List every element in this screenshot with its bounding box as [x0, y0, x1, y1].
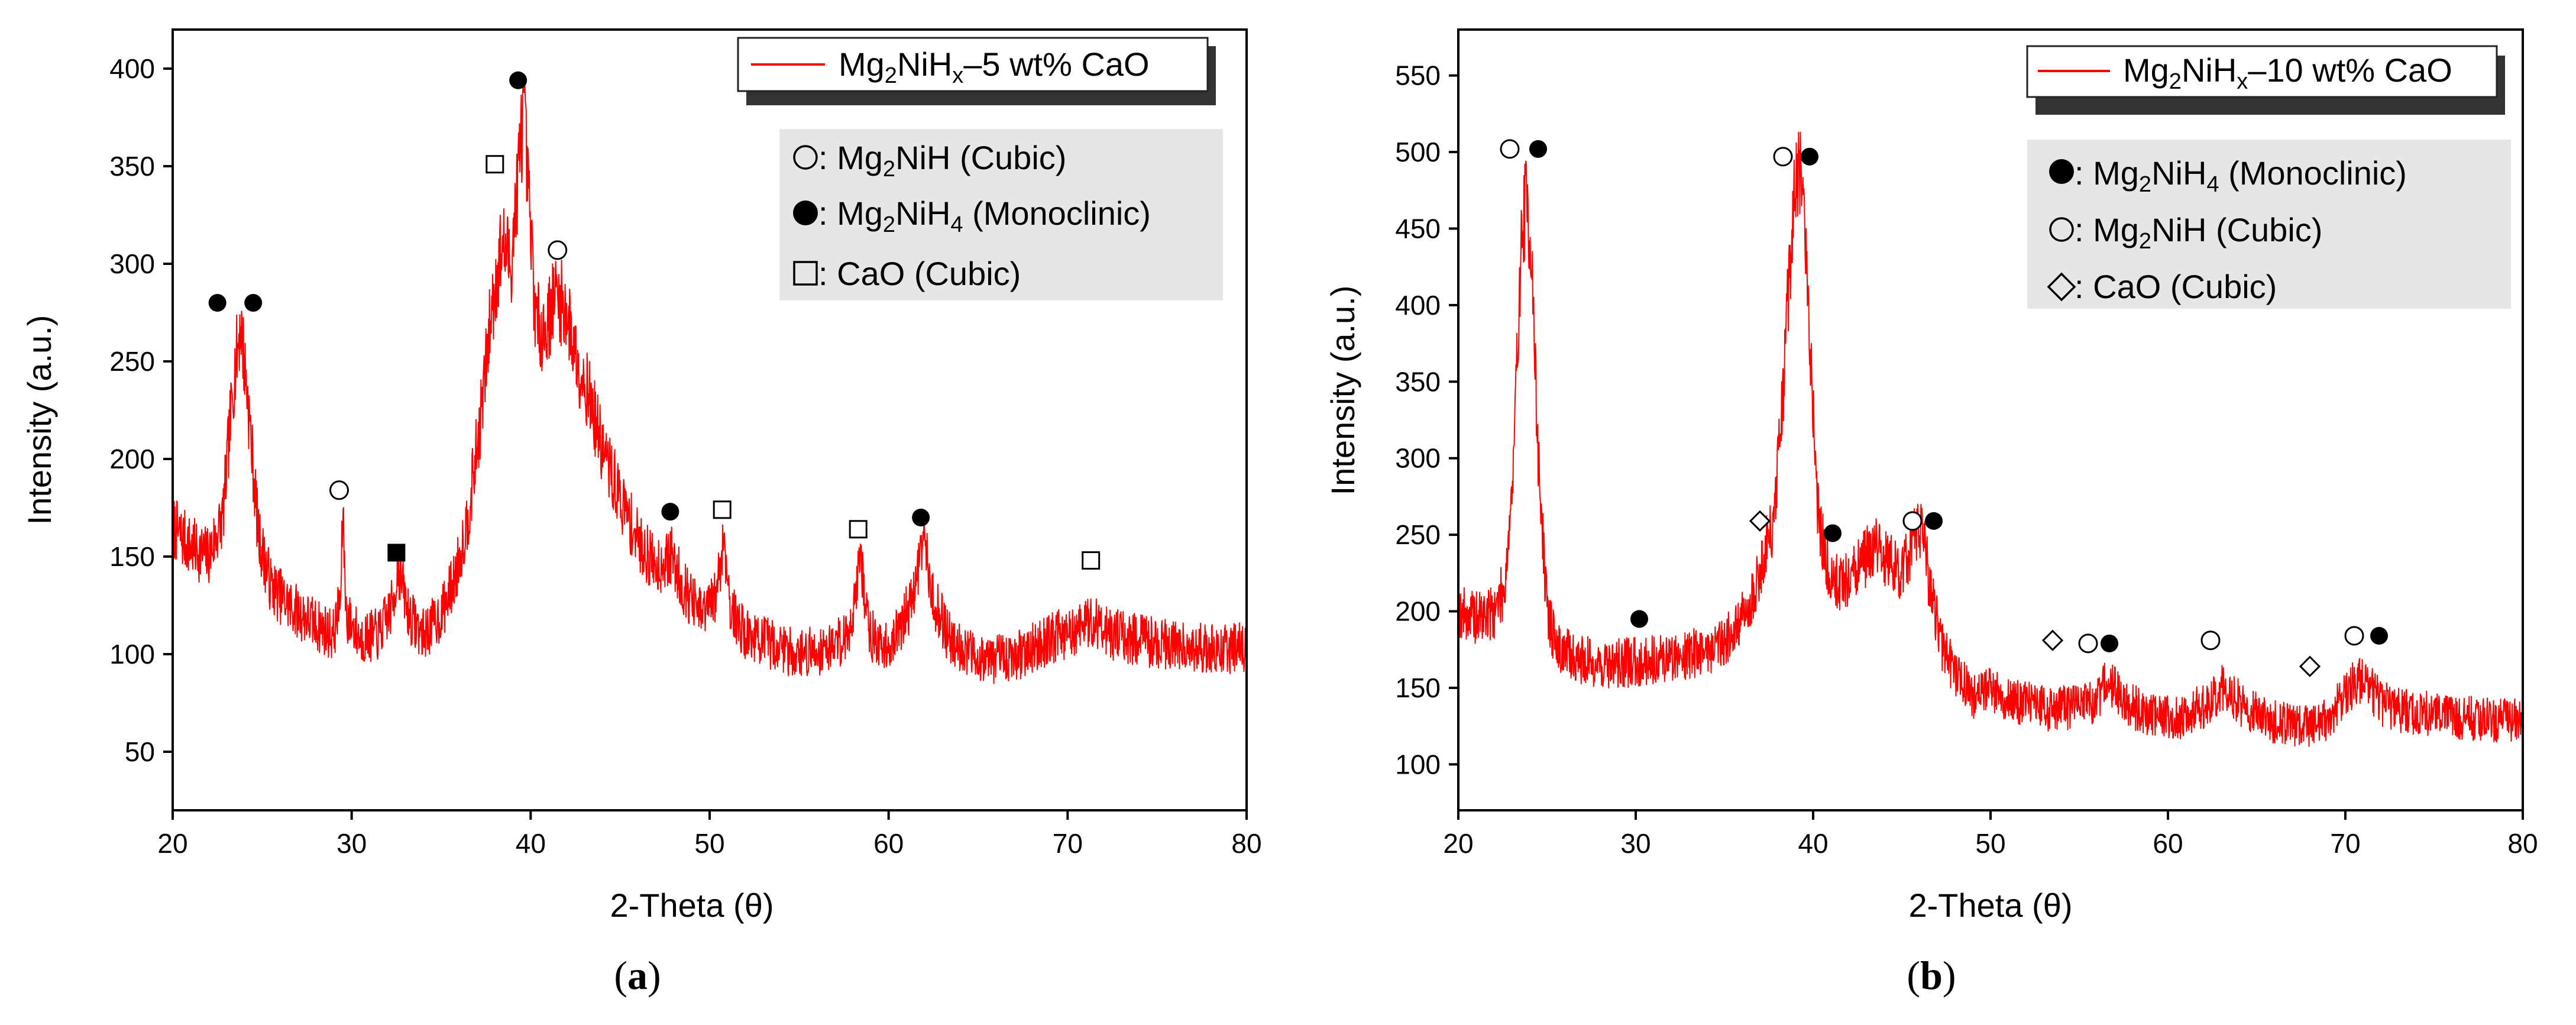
panel-b-peak-markers	[1500, 139, 2388, 677]
x-tick-label: 50	[694, 828, 724, 859]
open-diamond-marker	[2041, 629, 2064, 651]
panel-a-trace	[172, 79, 1247, 684]
filled-circle-icon	[793, 201, 818, 225]
panel-a-legend-label: Mg2NiHx–5 wt% CaO	[839, 46, 1150, 88]
open-circle-marker	[329, 480, 349, 500]
x-tick-label: 80	[1231, 828, 1261, 859]
y-tick-label: 200	[109, 444, 155, 474]
panel-b-trace	[1458, 131, 2523, 747]
panel-b-intensity-line	[1458, 131, 2523, 747]
x-tick-label: 60	[873, 828, 904, 859]
x-tick-label: 70	[1053, 828, 1083, 859]
open-circle-marker	[1773, 147, 1793, 167]
open-diamond-marker	[1749, 510, 1771, 532]
panel-b-legend-label: Mg2NiHx–10 wt% CaO	[2123, 51, 2452, 94]
x-tick-label: 40	[1798, 828, 1828, 859]
panel-b-caption: (b)	[1907, 953, 1956, 998]
panel-a-key-entry-3: : CaO (Cubic)	[818, 255, 1021, 292]
panel-b-key-entry-1: : Mg2NiH4 (Monoclinic)	[2075, 154, 2407, 197]
x-tick-label: 20	[1443, 828, 1473, 859]
filled-circle-marker	[208, 294, 226, 312]
panel-b-y-axis-label: Intensity (a.u.)	[1324, 286, 1361, 496]
panel-a-caption: (a)	[614, 953, 661, 998]
panel-b-key-entry-2: : Mg2NiH (Cubic)	[2075, 211, 2322, 254]
panel-a-marker-key: : Mg2NiH (Cubic) : Mg2NiH4 (Monoclinic) …	[779, 129, 1223, 300]
panel-a-key-entry-2: : Mg2NiH4 (Monoclinic)	[818, 195, 1151, 237]
panel-a-series-legend: Mg2NiHx–5 wt% CaO	[737, 37, 1216, 105]
filled-square-marker	[387, 544, 406, 562]
filled-circle-marker	[1801, 147, 1818, 166]
open-circle-marker	[1500, 139, 1520, 159]
open-circle-marker	[2200, 630, 2221, 651]
filled-circle-marker	[661, 503, 679, 521]
filled-circle-marker	[244, 294, 263, 312]
panel-a-axis-ticks: 20 30 40 50 60 70 80 50 100 150 200 250 300 350 400	[109, 53, 1261, 859]
filled-circle-marker	[1529, 140, 1547, 158]
y-tick-label: 50	[125, 736, 155, 767]
open-circle-marker	[1902, 511, 1923, 531]
panel-a-key-background	[779, 129, 1223, 300]
y-tick-label: 100	[109, 639, 155, 670]
open-square-marker	[713, 500, 732, 519]
filled-circle-marker	[2101, 634, 2118, 652]
x-tick-label: 50	[1975, 828, 2005, 859]
y-tick-label: 100	[1395, 749, 1441, 780]
filled-circle-marker	[509, 71, 528, 89]
y-tick-label: 150	[1395, 672, 1441, 703]
y-tick-label: 450	[1395, 213, 1441, 244]
panel-b-key-background	[2027, 140, 2511, 309]
open-circle-icon	[793, 145, 818, 170]
filled-circle-marker	[1630, 610, 1648, 628]
panel-a-key-entry-1: : Mg2NiH (Cubic)	[818, 139, 1066, 182]
open-diamond-icon	[2047, 272, 2076, 302]
x-tick-label: 20	[157, 828, 187, 859]
panel-b-series-legend: Mg2NiHx–10 wt% CaO	[2026, 45, 2505, 115]
y-tick-label: 150	[109, 541, 155, 572]
x-tick-label: 30	[1620, 828, 1651, 859]
open-circle-icon	[2049, 217, 2074, 242]
x-tick-label: 40	[516, 828, 546, 859]
panel-b-key-entry-3: : CaO (Cubic)	[2075, 268, 2277, 305]
y-tick-label: 500	[1395, 137, 1441, 167]
y-tick-label: 550	[1395, 60, 1441, 91]
open-circle-marker	[548, 240, 568, 260]
panel-b-axis-ticks: 20 30 40 50 60 70 80 100 150 200 250 300 350 400 450 50…	[1395, 60, 2538, 859]
panel-a-y-axis-label: Intensity (a.u.)	[21, 315, 58, 525]
y-tick-label: 350	[1395, 366, 1441, 397]
filled-circle-marker	[1824, 524, 1842, 542]
y-tick-label: 300	[1395, 443, 1441, 474]
open-square-marker	[1082, 551, 1101, 570]
y-tick-label: 300	[109, 248, 155, 279]
panel-a-intensity-line	[172, 79, 1247, 684]
y-tick-label: 400	[109, 53, 155, 84]
y-tick-label: 250	[1395, 519, 1441, 550]
open-square-icon	[793, 261, 818, 286]
filled-circle-marker	[912, 509, 930, 526]
open-square-marker	[849, 520, 868, 539]
y-tick-label: 350	[109, 151, 155, 182]
panel-b-x-axis-label: 2-Theta (θ)	[1909, 887, 2073, 924]
filled-circle-marker	[1925, 512, 1943, 530]
open-square-marker	[486, 155, 504, 174]
y-tick-label: 200	[1395, 596, 1441, 627]
y-tick-label: 400	[1395, 290, 1441, 321]
panel-a-peak-markers	[208, 71, 1101, 570]
panel-b-chart: 20 30 40 50 60 70 80 100 150 200 250 300 350 400 450 50…	[1324, 28, 2538, 998]
open-circle-marker	[2344, 626, 2364, 646]
open-circle-marker	[2078, 633, 2098, 654]
panel-a-chart: 20 30 40 50 60 70 80 50 100 150 200 250 300 350 400 2-…	[21, 28, 1262, 998]
x-tick-label: 60	[2153, 828, 2183, 859]
panel-b-marker-key: : Mg2NiH4 (Monoclinic) : Mg2NiH (Cubic) …	[2027, 140, 2511, 309]
x-tick-label: 30	[336, 828, 367, 859]
panel-a-x-axis-label: 2-Theta (θ)	[610, 887, 774, 924]
filled-circle-icon	[2049, 159, 2074, 184]
y-tick-label: 250	[109, 346, 155, 377]
filled-circle-marker	[2370, 626, 2388, 645]
x-tick-label: 70	[2330, 828, 2360, 859]
open-diamond-marker	[2299, 655, 2321, 677]
x-tick-label: 80	[2507, 828, 2538, 859]
